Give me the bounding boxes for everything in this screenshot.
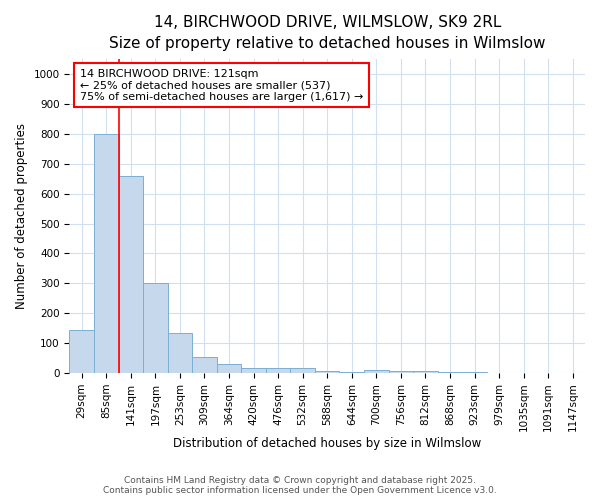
Bar: [364, 370, 389, 373]
Text: Contains HM Land Registry data © Crown copyright and database right 2025.
Contai: Contains HM Land Registry data © Crown c…: [103, 476, 497, 495]
Bar: [340, 372, 364, 373]
Bar: [119, 176, 143, 373]
Bar: [389, 370, 413, 373]
Bar: [217, 364, 241, 373]
Bar: [315, 372, 340, 373]
Bar: [462, 372, 487, 373]
Bar: [94, 134, 119, 373]
X-axis label: Distribution of detached houses by size in Wilmslow: Distribution of detached houses by size …: [173, 437, 481, 450]
Bar: [437, 372, 462, 373]
Text: 14 BIRCHWOOD DRIVE: 121sqm
← 25% of detached houses are smaller (537)
75% of sem: 14 BIRCHWOOD DRIVE: 121sqm ← 25% of deta…: [80, 68, 363, 102]
Bar: [192, 358, 217, 373]
Bar: [167, 332, 192, 373]
Bar: [241, 368, 266, 373]
Bar: [70, 330, 94, 373]
Bar: [266, 368, 290, 373]
Y-axis label: Number of detached properties: Number of detached properties: [15, 123, 28, 309]
Bar: [143, 284, 167, 373]
Title: 14, BIRCHWOOD DRIVE, WILMSLOW, SK9 2RL
Size of property relative to detached hou: 14, BIRCHWOOD DRIVE, WILMSLOW, SK9 2RL S…: [109, 15, 545, 51]
Bar: [413, 372, 437, 373]
Bar: [290, 368, 315, 373]
